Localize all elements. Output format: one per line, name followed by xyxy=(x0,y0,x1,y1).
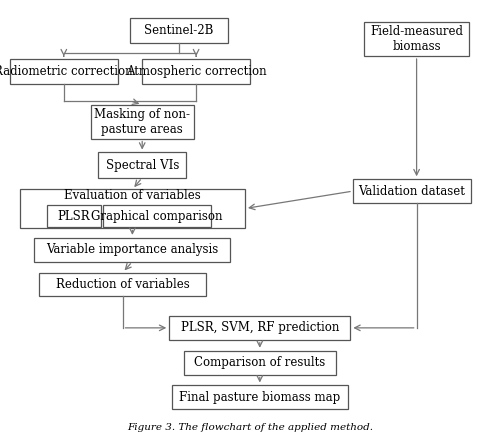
Bar xyxy=(103,206,211,227)
Bar xyxy=(34,238,230,262)
Bar xyxy=(98,152,186,178)
Bar xyxy=(184,351,336,374)
Text: Field-measured
biomass: Field-measured biomass xyxy=(370,25,463,53)
Bar xyxy=(46,206,100,227)
Bar xyxy=(40,272,206,296)
Text: Masking of non-
pasture areas: Masking of non- pasture areas xyxy=(94,108,190,136)
Bar xyxy=(169,316,350,340)
Bar xyxy=(172,385,348,409)
Bar xyxy=(10,59,118,84)
Bar xyxy=(142,59,250,84)
Text: PLSR: PLSR xyxy=(58,210,90,223)
Bar xyxy=(20,189,245,228)
Text: Validation dataset: Validation dataset xyxy=(358,185,465,198)
Text: Atmospheric correction: Atmospheric correction xyxy=(126,65,266,78)
Text: Reduction of variables: Reduction of variables xyxy=(56,278,190,291)
Text: Variable importance analysis: Variable importance analysis xyxy=(46,243,218,256)
Text: Graphical comparison: Graphical comparison xyxy=(91,210,222,223)
Text: Radiometric correction: Radiometric correction xyxy=(0,65,133,78)
Bar xyxy=(91,105,194,139)
Bar xyxy=(353,179,470,203)
Bar xyxy=(364,22,470,56)
Text: Comparison of results: Comparison of results xyxy=(194,356,326,369)
Text: PLSR, SVM, RF prediction: PLSR, SVM, RF prediction xyxy=(180,321,339,334)
Text: Figure 3. The flowchart of the applied method.: Figure 3. The flowchart of the applied m… xyxy=(127,423,373,432)
Text: Sentinel-2B: Sentinel-2B xyxy=(144,24,214,37)
Text: Spectral VIs: Spectral VIs xyxy=(106,159,179,171)
Text: Evaluation of variables: Evaluation of variables xyxy=(64,189,201,202)
Bar xyxy=(130,18,228,43)
Text: Final pasture biomass map: Final pasture biomass map xyxy=(179,391,340,404)
